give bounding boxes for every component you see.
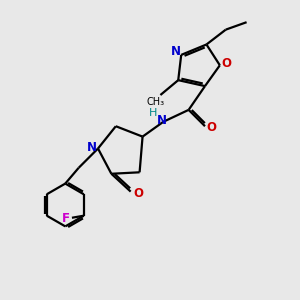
Text: CH₃: CH₃ [147,97,165,106]
Text: N: N [157,114,167,127]
Text: F: F [62,212,70,225]
Text: N: N [171,45,181,58]
Text: N: N [86,140,96,154]
Text: O: O [133,187,143,200]
Text: O: O [221,57,231,70]
Text: O: O [206,121,217,134]
Text: H: H [149,108,157,118]
